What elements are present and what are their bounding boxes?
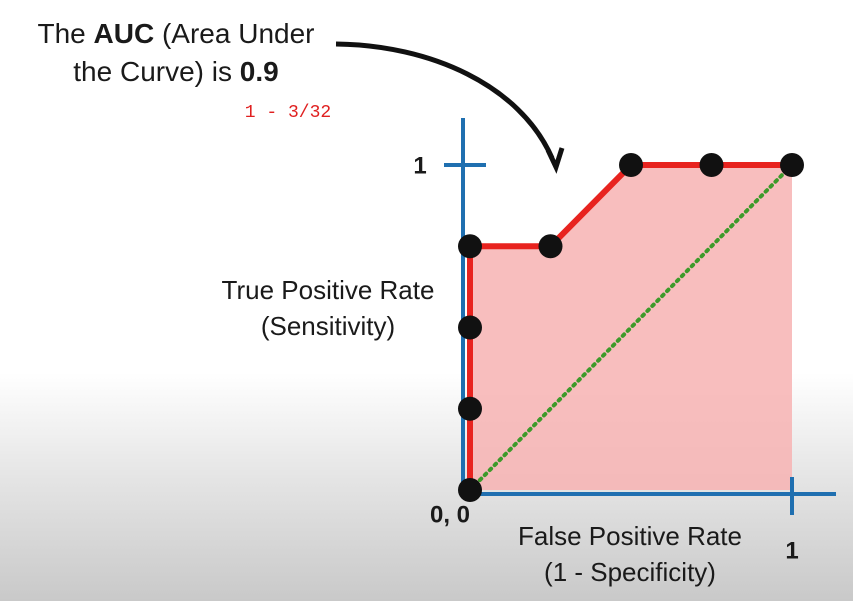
arrow-head (545, 147, 565, 174)
annotation-part: 0.9 (240, 56, 279, 87)
point (458, 234, 482, 259)
annotation-line: the Curve) is 0.9 (73, 56, 278, 87)
origin-label: 0, 0 (430, 501, 470, 528)
annotation-line: The AUC (Area Under (38, 18, 315, 49)
x-tick-label: 1 (785, 537, 798, 564)
point (619, 153, 643, 177)
annotation: The AUC (Area Under the Curve) is 0.9 (38, 18, 315, 87)
point (780, 153, 804, 177)
arrow (335, 41, 555, 160)
y-tick-label: 1 (413, 152, 426, 179)
point (538, 234, 563, 259)
point (458, 315, 482, 340)
x-axis-label: (1 - Specificity) (544, 557, 716, 587)
roc-line (467, 162, 792, 490)
y-axis-label: True Positive Rate (222, 275, 435, 305)
reference-line (468, 163, 794, 492)
annotation-part: The (38, 18, 94, 49)
annotation-part: (Area Under (154, 18, 314, 49)
annotation-part: AUC (94, 18, 155, 49)
point (458, 396, 482, 421)
point (458, 478, 482, 502)
x-axis-label: False Positive Rate (518, 521, 742, 551)
annotation-part: the Curve) is (73, 56, 240, 87)
y-axis-label: (Sensitivity) (261, 311, 395, 341)
point (699, 153, 724, 177)
note: 1 - 3/32 (245, 103, 331, 123)
